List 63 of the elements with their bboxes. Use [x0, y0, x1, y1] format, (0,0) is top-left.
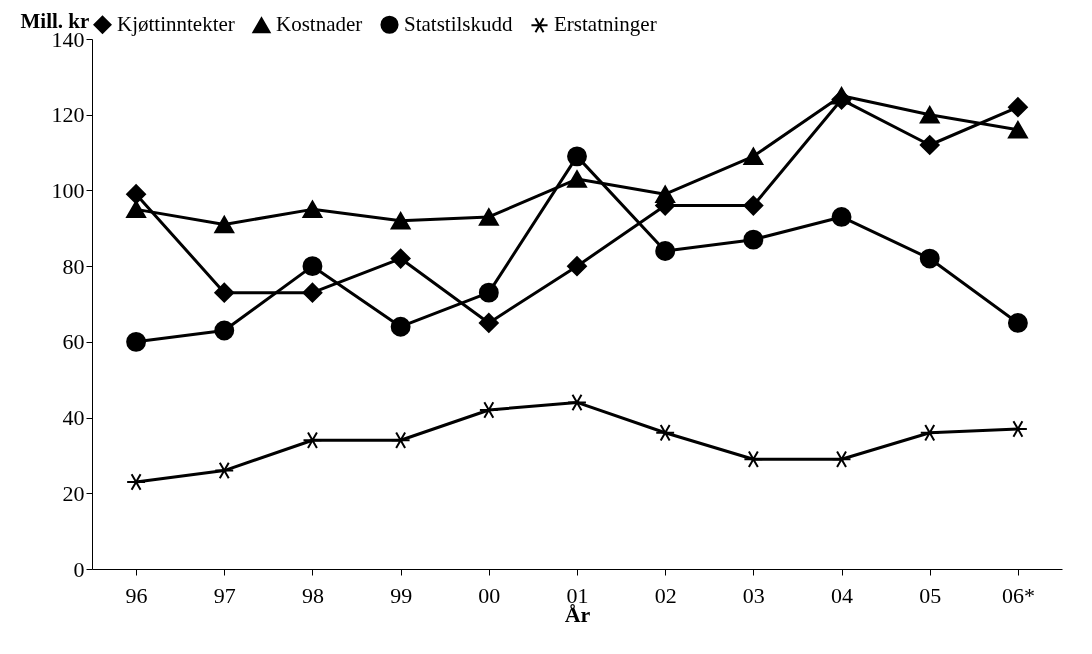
- point: [126, 200, 147, 219]
- point: [567, 256, 587, 277]
- x-tick-label: 98: [301, 582, 324, 608]
- point: [126, 331, 147, 352]
- point: [214, 282, 235, 303]
- y-tick-label: 20: [62, 480, 85, 506]
- y-tick-label: 120: [51, 102, 85, 128]
- point: [390, 316, 411, 337]
- point: [390, 211, 411, 230]
- point: [743, 195, 764, 216]
- legend-label: Statstilskudd: [404, 11, 514, 36]
- point: [214, 320, 235, 341]
- x-tick-label: 05: [919, 582, 942, 608]
- point: [567, 146, 587, 167]
- point: [831, 207, 852, 227]
- point: [655, 423, 676, 442]
- point: [919, 135, 940, 155]
- point: [214, 461, 235, 480]
- y-tick-label: 0: [73, 556, 85, 582]
- point: [302, 200, 323, 219]
- y-axis-title: Mill. kr: [20, 8, 90, 33]
- point: [1007, 97, 1028, 118]
- x-tick-label: 99: [390, 582, 413, 608]
- point: [1007, 121, 1028, 139]
- point: [302, 256, 323, 277]
- y-tick-label: 40: [62, 405, 85, 431]
- point: [302, 431, 323, 450]
- x-tick-label: 97: [213, 582, 236, 608]
- point: [478, 312, 499, 333]
- point: [655, 185, 676, 203]
- x-tick-label: 00: [478, 582, 501, 608]
- point: [390, 248, 411, 269]
- y-tick-label: 100: [51, 177, 85, 203]
- point: [302, 282, 323, 303]
- point: [126, 184, 147, 205]
- point: [478, 282, 499, 303]
- point: [1007, 313, 1028, 333]
- x-tick-label: 06*: [1001, 582, 1035, 608]
- point: [126, 473, 147, 491]
- point: [567, 170, 587, 188]
- x-tick-label: 03: [742, 582, 765, 608]
- point: [919, 105, 940, 124]
- point: [655, 241, 676, 261]
- point: [214, 215, 235, 234]
- point: [919, 423, 940, 442]
- point: [743, 229, 764, 250]
- x-tick-label: 02: [654, 582, 677, 608]
- point: [567, 393, 587, 412]
- y-tick-label: 80: [62, 253, 85, 279]
- point: [478, 208, 499, 226]
- point: [831, 450, 852, 468]
- point: [478, 401, 499, 419]
- y-tick-label: 60: [62, 329, 85, 355]
- x-tick-label: 96: [125, 582, 148, 608]
- x-tick-label: 04: [831, 582, 854, 608]
- point: [919, 248, 940, 269]
- point: [831, 87, 852, 105]
- legend-label: Kjøttinntekter: [117, 11, 235, 36]
- point: [390, 431, 411, 450]
- legend-label: Kostnader: [276, 12, 363, 37]
- legend-label: Erstatninger: [554, 12, 657, 37]
- point: [743, 147, 764, 166]
- point: [743, 450, 764, 468]
